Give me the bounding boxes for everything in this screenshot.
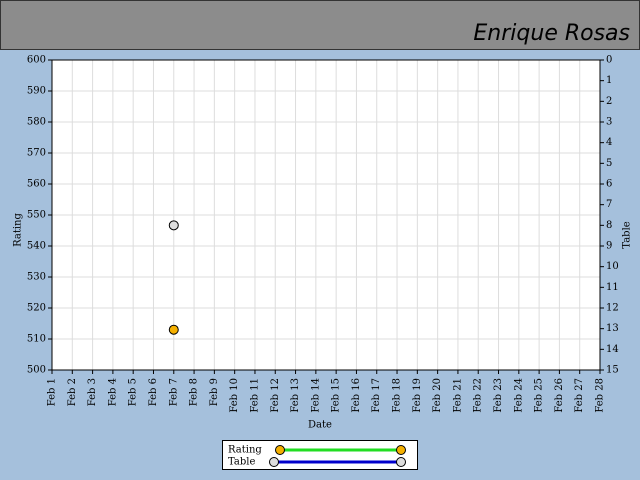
y2-tick-label: 4 [606, 137, 612, 148]
x-tick-label: Feb 8 [189, 378, 200, 406]
x-tick-label: Feb 1 [47, 378, 58, 406]
y-tick-label: 540 [27, 241, 46, 252]
x-tick-label: Feb 24 [513, 378, 524, 413]
y2-tick-label: 8 [606, 220, 612, 231]
y2-tick-label: 5 [606, 158, 612, 169]
x-tick-label: Feb 25 [534, 378, 545, 413]
x-tick-label: Feb 14 [310, 378, 321, 413]
x-tick-label: Feb 22 [473, 378, 484, 413]
point [168, 324, 179, 335]
y2-tick-label: 9 [606, 241, 612, 252]
legend [222, 440, 418, 470]
y-tick-label: 580 [27, 117, 46, 128]
x-tick-label: Feb 11 [249, 378, 260, 413]
x-tick-label: Feb 21 [452, 378, 463, 413]
legend-marker [275, 445, 285, 455]
y-tick-label: 560 [27, 179, 46, 190]
y2-tick-label: 14 [606, 344, 619, 355]
x-tick-label: Feb 2 [67, 378, 78, 406]
plot-frame [51, 59, 601, 371]
x-tick-label: Feb 3 [87, 378, 98, 406]
y2-tick-label: 13 [606, 323, 619, 334]
x-tick-label: Feb 10 [229, 378, 240, 413]
x-tick-label: Feb 7 [168, 378, 179, 406]
x-tick-label: Feb 15 [331, 378, 342, 413]
y2-axis-title: Table [622, 221, 633, 248]
x-tick-label: Feb 9 [209, 378, 220, 406]
x-tick-label: Feb 26 [554, 378, 565, 413]
y2-tick-label: 0 [606, 55, 612, 66]
x-tick-label: Feb 27 [574, 378, 585, 413]
legend-marker [269, 457, 279, 467]
x-tick-label: Feb 16 [351, 378, 362, 413]
y2-tick-label: 11 [606, 282, 619, 293]
y2-tick-label: 1 [606, 75, 612, 86]
y2-tick-label: 3 [606, 117, 612, 128]
y2-tick-label: 15 [606, 365, 619, 376]
legend-label: Table [228, 457, 255, 468]
y2-tick-label: 6 [606, 179, 612, 190]
y-tick-label: 550 [27, 210, 46, 221]
chart-title: Enrique Rosas [473, 21, 630, 46]
y2-tick-label: 2 [606, 96, 612, 107]
x-tick-label: Feb 5 [128, 378, 139, 406]
y-tick-label: 590 [27, 86, 46, 97]
x-tick-label: Feb 13 [290, 378, 301, 413]
x-tick-label: Feb 4 [107, 378, 118, 406]
point [168, 220, 179, 231]
y2-tick-label: 12 [606, 303, 619, 314]
y-tick-label: 500 [27, 365, 46, 376]
x-tick-label: Feb 18 [392, 378, 403, 413]
y-axis-title: Rating [13, 213, 24, 247]
x-tick-label: Feb 12 [270, 378, 281, 413]
y2-tick-label: 7 [606, 199, 612, 210]
y-tick-label: 530 [27, 272, 46, 283]
x-tick-label: Feb 17 [371, 378, 382, 413]
x-tick-label: Feb 20 [432, 378, 443, 413]
legend-marker [396, 445, 406, 455]
header [0, 0, 640, 50]
y-tick-label: 510 [27, 334, 46, 345]
y-tick-label: 600 [27, 55, 46, 66]
legend-label: Rating [228, 445, 262, 456]
x-tick-label: Feb 6 [148, 378, 159, 406]
x-tick-label: Feb 19 [412, 378, 423, 413]
legend-marker [396, 457, 406, 467]
y2-tick-label: 10 [606, 261, 619, 272]
y-tick-label: 520 [27, 303, 46, 314]
y-tick-label: 570 [27, 148, 46, 159]
x-tick-label: Feb 28 [595, 378, 606, 413]
x-tick-label: Feb 23 [493, 378, 504, 413]
x-axis-title: Date [308, 420, 332, 431]
